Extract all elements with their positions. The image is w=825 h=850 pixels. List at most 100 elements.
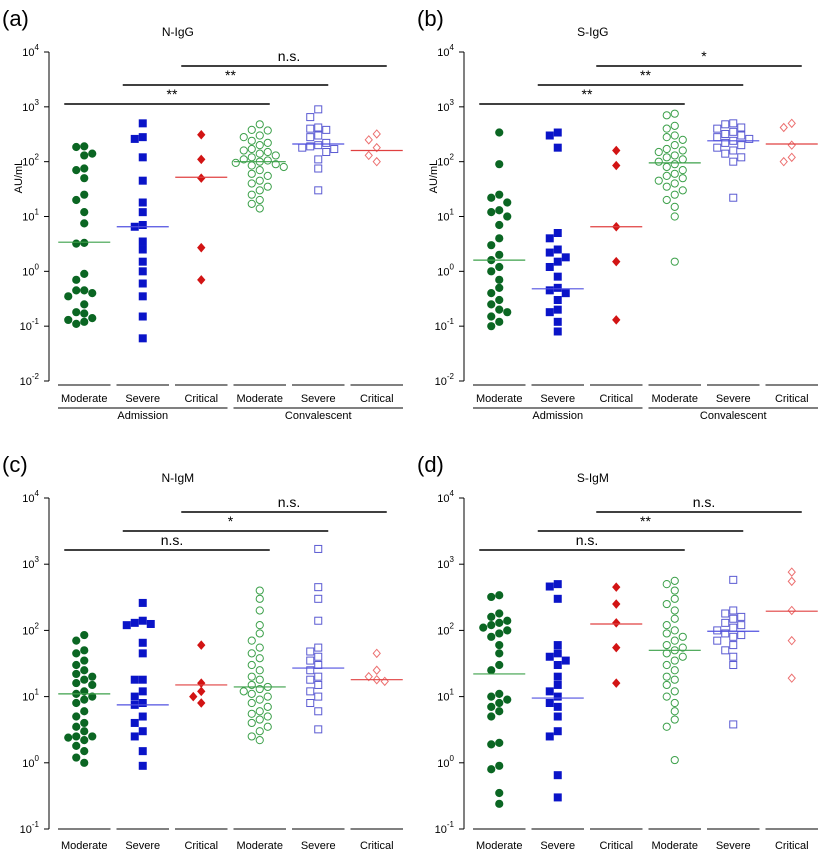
- data-point: [197, 640, 206, 650]
- data-point: [306, 656, 315, 665]
- data-point: [72, 712, 81, 721]
- data-point: [553, 245, 562, 254]
- data-point: [138, 133, 147, 142]
- significance-label: n.s.: [161, 532, 184, 548]
- data-point: [138, 638, 147, 647]
- data-point: [231, 158, 240, 167]
- series-critical-admission: [175, 129, 228, 285]
- data-point: [713, 626, 722, 635]
- data-point: [678, 174, 687, 183]
- data-point: [670, 606, 679, 615]
- data-point: [670, 656, 679, 665]
- data-point: [729, 606, 738, 615]
- data-point: [255, 186, 264, 195]
- data-point: [88, 314, 97, 323]
- data-point: [721, 629, 730, 638]
- data-point: [80, 174, 89, 183]
- data-point: [314, 105, 323, 114]
- data-point: [779, 122, 788, 133]
- x-tick-label: Critical: [360, 840, 394, 850]
- data-point: [729, 193, 738, 202]
- data-point: [255, 204, 264, 213]
- chart-title: N-IgM: [162, 471, 195, 485]
- data-point: [729, 614, 738, 623]
- data-point: [197, 678, 206, 688]
- data-point: [503, 212, 512, 221]
- data-point: [306, 699, 315, 708]
- data-point: [80, 190, 89, 199]
- data-point: [255, 715, 264, 724]
- data-point: [729, 575, 738, 584]
- chart-title: S-IgG: [577, 25, 608, 39]
- data-point: [255, 195, 264, 205]
- data-point: [72, 636, 81, 645]
- data-point: [306, 675, 315, 684]
- data-point: [729, 119, 738, 128]
- data-point: [72, 678, 81, 688]
- data-point: [80, 309, 89, 318]
- significance-label: n.s.: [278, 494, 301, 510]
- data-point: [495, 283, 504, 292]
- data-point: [729, 641, 738, 650]
- data-point: [487, 765, 496, 774]
- y-tick-label: 102: [437, 621, 454, 637]
- data-point: [138, 237, 147, 246]
- data-point: [729, 127, 738, 136]
- data-point: [495, 761, 504, 770]
- data-point: [80, 707, 89, 716]
- data-point: [495, 707, 504, 716]
- data-point: [503, 198, 512, 207]
- data-point: [146, 619, 155, 628]
- data-point: [72, 722, 81, 731]
- data-point: [654, 176, 663, 185]
- data-point: [670, 160, 679, 169]
- panel-label: (d): [417, 452, 444, 477]
- data-point: [553, 771, 562, 780]
- data-point: [364, 671, 373, 682]
- data-point: [72, 319, 81, 328]
- data-point: [263, 712, 272, 721]
- data-point: [662, 111, 671, 120]
- data-point: [495, 190, 504, 199]
- data-point: [72, 741, 81, 751]
- x-tick-label: Moderate: [476, 393, 522, 405]
- data-point: [263, 692, 272, 701]
- data-point: [670, 179, 679, 188]
- data-point: [80, 747, 89, 756]
- data-point: [670, 257, 679, 266]
- data-point: [678, 166, 687, 175]
- data-point: [495, 317, 504, 326]
- data-point: [72, 286, 81, 295]
- data-point: [80, 656, 89, 665]
- data-point: [80, 286, 89, 295]
- data-point: [80, 151, 89, 160]
- data-point: [662, 621, 671, 630]
- data-point: [138, 220, 147, 229]
- data-point: [545, 582, 554, 591]
- series-severe-convalescent: [707, 119, 760, 202]
- significance-label: **: [640, 513, 651, 529]
- x-tick-label: Moderate: [61, 840, 107, 850]
- data-point: [678, 632, 687, 641]
- data-point: [670, 202, 679, 211]
- data-point: [255, 141, 264, 150]
- data-point: [545, 732, 554, 741]
- data-point: [495, 689, 504, 698]
- data-point: [88, 672, 97, 681]
- data-point: [670, 121, 679, 130]
- data-point: [306, 113, 315, 122]
- data-point: [247, 179, 256, 188]
- data-point: [322, 148, 331, 157]
- data-point: [495, 591, 504, 600]
- data-point: [80, 687, 89, 696]
- data-point: [80, 300, 89, 309]
- data-point: [495, 618, 504, 627]
- y-tick-label: 103: [437, 98, 454, 114]
- data-point: [138, 616, 147, 625]
- data-point: [553, 594, 562, 603]
- data-point: [255, 643, 264, 652]
- data-point: [662, 171, 671, 181]
- group-label-convalescent: Convalescent: [285, 410, 352, 422]
- data-point: [80, 727, 89, 736]
- data-point: [662, 629, 671, 638]
